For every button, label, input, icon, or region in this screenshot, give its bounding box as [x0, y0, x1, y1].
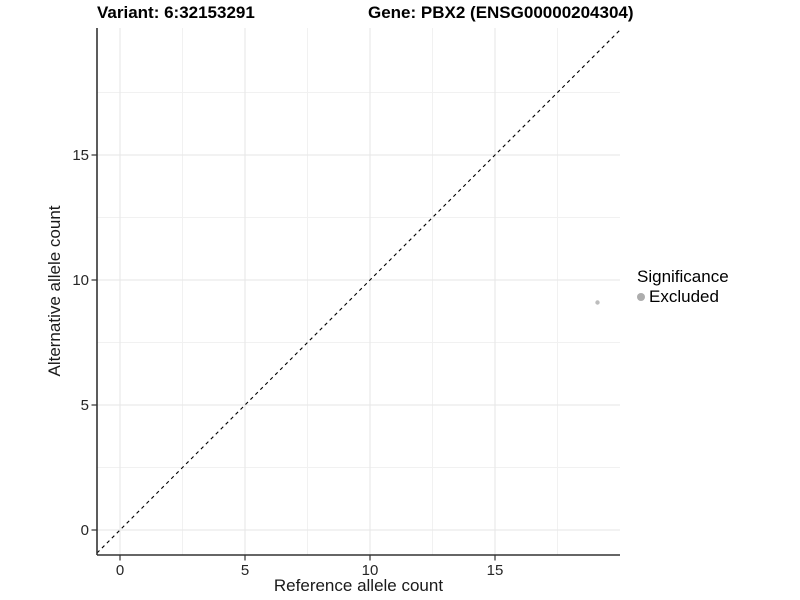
plot-title-variant: Variant: 6:32153291: [97, 3, 255, 22]
legend-entry-label: Excluded: [649, 287, 719, 306]
identity-dashed-line: [96, 29, 621, 554]
y-tick-label: 0: [81, 522, 89, 539]
y-tick-label: 15: [72, 147, 89, 164]
legend-key-circle-icon: [637, 293, 645, 301]
x-tick-label: 15: [487, 562, 504, 579]
legend-entry-excluded: Excluded: [637, 287, 729, 307]
x-tick-label: 5: [241, 562, 249, 579]
plot-title-gene: Gene: PBX2 (ENSG00000204304): [368, 3, 634, 22]
legend: Significance Excluded: [637, 267, 729, 307]
x-axis-title: Reference allele count: [273, 576, 444, 595]
y-axis-title: Alternative allele count: [45, 205, 64, 377]
y-tick-label: 10: [72, 272, 89, 289]
y-tick-label: 5: [81, 397, 89, 414]
x-tick-label: 10: [362, 562, 379, 579]
data-point: [595, 300, 600, 305]
x-tick-label: 0: [116, 562, 124, 579]
legend-title: Significance: [637, 267, 729, 286]
